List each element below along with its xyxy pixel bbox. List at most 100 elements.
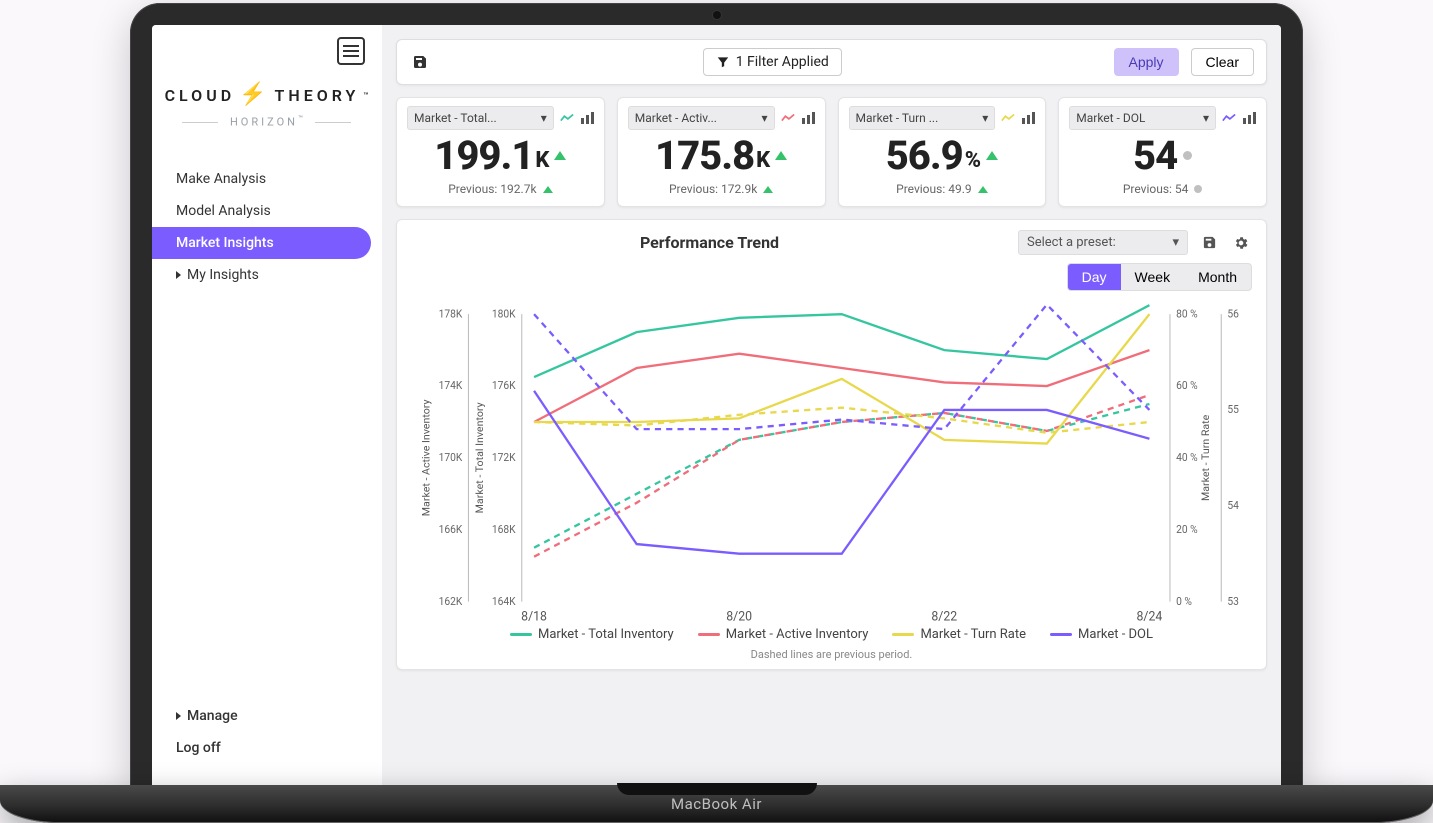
filter-chip[interactable]: 1 Filter Applied <box>703 48 842 76</box>
metric-previous: Previous: 54 <box>1123 182 1203 196</box>
trend-up-icon <box>543 186 553 193</box>
segment-week[interactable]: Week <box>1121 264 1185 290</box>
sidebar-item-make-analysis[interactable]: Make Analysis <box>152 163 371 195</box>
chevron-down-icon: ▾ <box>761 111 767 125</box>
metric-dropdown[interactable]: Market - DOL▾ <box>1069 106 1216 130</box>
sidebar-item-model-analysis[interactable]: Model Analysis <box>152 195 371 227</box>
sidebar-item-my-insights[interactable]: My Insights <box>152 259 371 291</box>
svg-text:80 %: 80 % <box>1176 307 1198 320</box>
brand-logo: CLOUD ⚡ THEORY ™ HORIZON™ <box>152 73 381 137</box>
metric-dropdown[interactable]: Market - Turn ...▾ <box>849 106 996 130</box>
bar-chart-icon[interactable] <box>580 111 594 125</box>
laptop-label: MacBook Air <box>671 795 762 813</box>
svg-text:0 %: 0 % <box>1176 595 1192 608</box>
svg-text:176K: 176K <box>492 379 516 392</box>
bar-chart-icon[interactable] <box>1021 111 1035 125</box>
bolt-icon: ⚡ <box>239 82 270 107</box>
legend-swatch <box>1050 633 1072 636</box>
legend-item[interactable]: Market - Total Inventory <box>510 627 674 642</box>
funnel-icon <box>716 55 730 69</box>
sparkline-icon[interactable] <box>781 111 795 125</box>
segment-day[interactable]: Day <box>1068 264 1121 290</box>
svg-text:178K: 178K <box>439 307 463 320</box>
preset-dropdown[interactable]: Select a preset: ▾ <box>1018 230 1188 255</box>
metric-value: 175.8K <box>655 136 787 176</box>
legend-label: Market - DOL <box>1078 627 1153 642</box>
svg-text:60 %: 60 % <box>1176 379 1198 392</box>
bar-chart-icon[interactable] <box>1242 111 1256 125</box>
metric-dropdown-label: Market - Turn ... <box>856 111 939 125</box>
sidebar-item-market-insights[interactable]: Market Insights <box>152 227 371 259</box>
save-icon[interactable] <box>409 51 431 73</box>
toolbar: 1 Filter Applied Apply Clear <box>396 39 1267 85</box>
settings-icon[interactable] <box>1230 232 1252 254</box>
sidebar-item-manage[interactable]: Manage <box>152 700 371 732</box>
trend-flat-icon <box>1194 185 1202 193</box>
svg-text:174K: 174K <box>439 379 463 392</box>
sidebar-item-log-off[interactable]: Log off <box>152 732 371 764</box>
svg-text:166K: 166K <box>439 523 463 536</box>
metric-value: 56.9% <box>886 136 998 176</box>
metric-dropdown[interactable]: Market - Total...▾ <box>407 106 554 130</box>
chart-legend: Market - Total Inventory Market - Active … <box>411 627 1252 642</box>
svg-text:8/20: 8/20 <box>726 610 752 625</box>
clear-button[interactable]: Clear <box>1191 48 1254 76</box>
sidebar-bottom-nav: Manage Log off <box>152 700 381 788</box>
caret-icon <box>176 712 181 720</box>
svg-text:Market - Total Inventory: Market - Total Inventory <box>473 402 486 513</box>
brand-left: CLOUD <box>165 86 236 105</box>
svg-text:8/22: 8/22 <box>931 610 957 625</box>
legend-swatch <box>510 633 532 636</box>
metric-previous: Previous: 172.9k <box>669 182 773 196</box>
sparkline-icon[interactable] <box>1001 111 1015 125</box>
metric-card-0: Market - Total...▾199.1KPrevious: 192.7k <box>396 97 605 207</box>
sidebar-item-label: Log off <box>176 740 221 756</box>
svg-text:54: 54 <box>1227 499 1239 512</box>
svg-text:8/24: 8/24 <box>1137 610 1163 625</box>
metric-dropdown-label: Market - Activ... <box>635 111 717 125</box>
metric-value: 199.1K <box>434 136 566 176</box>
legend-swatch <box>892 633 914 636</box>
metric-card-2: Market - Turn ...▾56.9%Previous: 49.9 <box>838 97 1047 207</box>
sidebar-item-label: Model Analysis <box>176 203 271 219</box>
bar-chart-icon[interactable] <box>801 111 815 125</box>
legend-item[interactable]: Market - Active Inventory <box>698 627 869 642</box>
segment-month[interactable]: Month <box>1184 264 1251 290</box>
svg-text:20 %: 20 % <box>1176 523 1198 536</box>
svg-text:56: 56 <box>1227 307 1239 320</box>
legend-label: Market - Total Inventory <box>538 627 674 642</box>
sidebar-item-label: Make Analysis <box>176 171 266 187</box>
svg-text:168K: 168K <box>492 523 516 536</box>
sparkline-icon[interactable] <box>1222 111 1236 125</box>
metric-card-3: Market - DOL▾ 54 Previous: 54 <box>1058 97 1267 207</box>
svg-text:164K: 164K <box>492 595 516 608</box>
menu-toggle-button[interactable] <box>337 37 365 65</box>
performance-chart: 162K166K170K174K178KMarket - Active Inve… <box>411 295 1252 625</box>
chart-title: Performance Trend <box>411 233 1008 252</box>
metric-card-1: Market - Activ... ▾ 175.8K Previous: 172.9k <box>617 97 826 207</box>
caret-icon <box>176 271 181 279</box>
sidebar-item-label: Market Insights <box>176 235 274 251</box>
main-content: 1 Filter Applied Apply Clear Market - To… <box>382 25 1281 788</box>
filter-label: 1 Filter Applied <box>736 54 829 70</box>
sidebar-nav: Make Analysis Model Analysis Market Insigh… <box>152 163 381 291</box>
chevron-down-icon: ▾ <box>1203 111 1209 125</box>
apply-button[interactable]: Apply <box>1114 48 1179 76</box>
brand-sub: HORIZON <box>230 116 298 129</box>
metrics-row: Market - Total...▾199.1KPrevious: 192.7k… <box>396 97 1267 207</box>
svg-text:55: 55 <box>1227 403 1239 416</box>
metric-dropdown-label: Market - Total... <box>414 111 497 125</box>
svg-text:53: 53 <box>1227 595 1239 608</box>
legend-item[interactable]: Market - Turn Rate <box>892 627 1026 642</box>
metric-dropdown[interactable]: Market - Activ... ▾ <box>628 106 775 130</box>
metric-value: 54 <box>1133 136 1192 176</box>
chart-footnote: Dashed lines are previous period. <box>411 648 1252 661</box>
legend-item[interactable]: Market - DOL <box>1050 627 1153 642</box>
sparkline-icon[interactable] <box>560 111 574 125</box>
svg-text:Market - DOL: Market - DOL <box>1250 427 1252 489</box>
save-chart-icon[interactable] <box>1198 232 1220 254</box>
svg-text:170K: 170K <box>439 451 463 464</box>
app-screen: CLOUD ⚡ THEORY ™ HORIZON™ Make AnalysisM… <box>152 25 1281 788</box>
laptop-mockup: CLOUD ⚡ THEORY ™ HORIZON™ Make AnalysisM… <box>0 0 1433 823</box>
preset-placeholder: Select a preset: <box>1027 235 1116 250</box>
